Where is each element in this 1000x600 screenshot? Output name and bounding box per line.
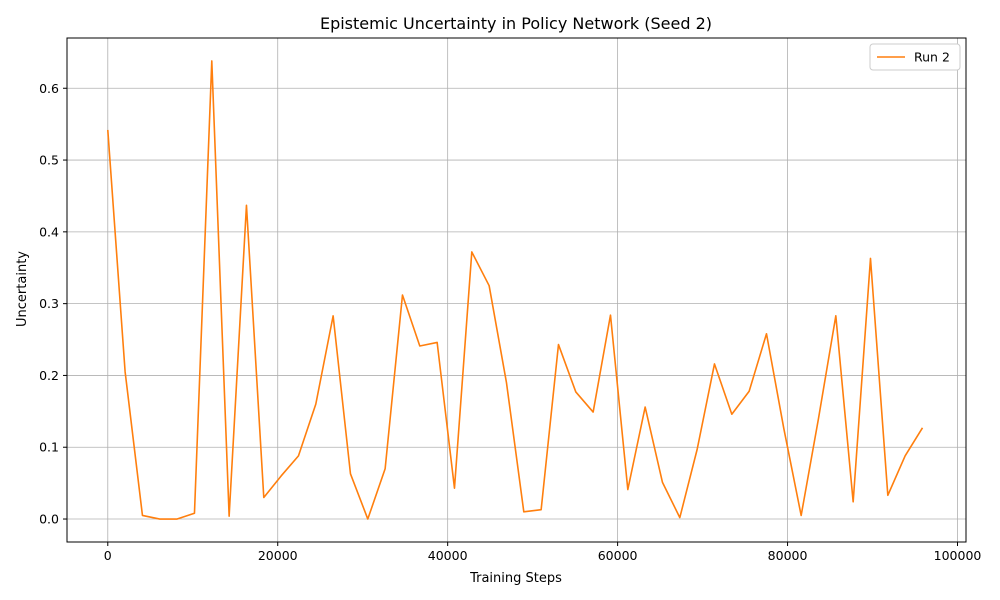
y-tick-label: 0.3 <box>39 296 59 311</box>
x-tick-label: 0 <box>104 548 112 563</box>
y-axis-ticks: 0.0 0.1 0.2 0.3 0.4 0.5 0.6 <box>39 81 67 527</box>
y-tick-label: 0.6 <box>39 81 59 96</box>
y-tick-label: 0.0 <box>39 512 59 527</box>
x-tick-label: 80000 <box>768 548 808 563</box>
x-tick-label: 40000 <box>428 548 468 563</box>
legend-box <box>869 43 961 71</box>
y-tick-label: 0.5 <box>39 153 59 168</box>
y-tick-label: 0.1 <box>39 440 59 455</box>
chart-title: Epistemic Uncertainty in Policy Network … <box>320 14 712 33</box>
y-axis-label: Uncertainty <box>15 251 30 327</box>
y-tick-label: 0.2 <box>39 368 59 383</box>
plot-frame <box>66 37 967 543</box>
x-tick-label: 60000 <box>598 548 638 563</box>
legend-label-run-2: Run 2 <box>914 50 950 65</box>
y-tick-label: 0.4 <box>39 224 59 239</box>
x-tick-label: 20000 <box>258 548 298 563</box>
legend: Run 2 <box>869 43 961 71</box>
x-axis-label: Training Steps <box>469 571 562 586</box>
grid-lines <box>67 38 966 542</box>
x-tick-label: 100000 <box>934 548 982 563</box>
series-line-run-2 <box>106 60 924 520</box>
series-layer <box>106 60 924 520</box>
x-axis-ticks: 0 20000 40000 60000 80000 100000 <box>104 542 982 563</box>
